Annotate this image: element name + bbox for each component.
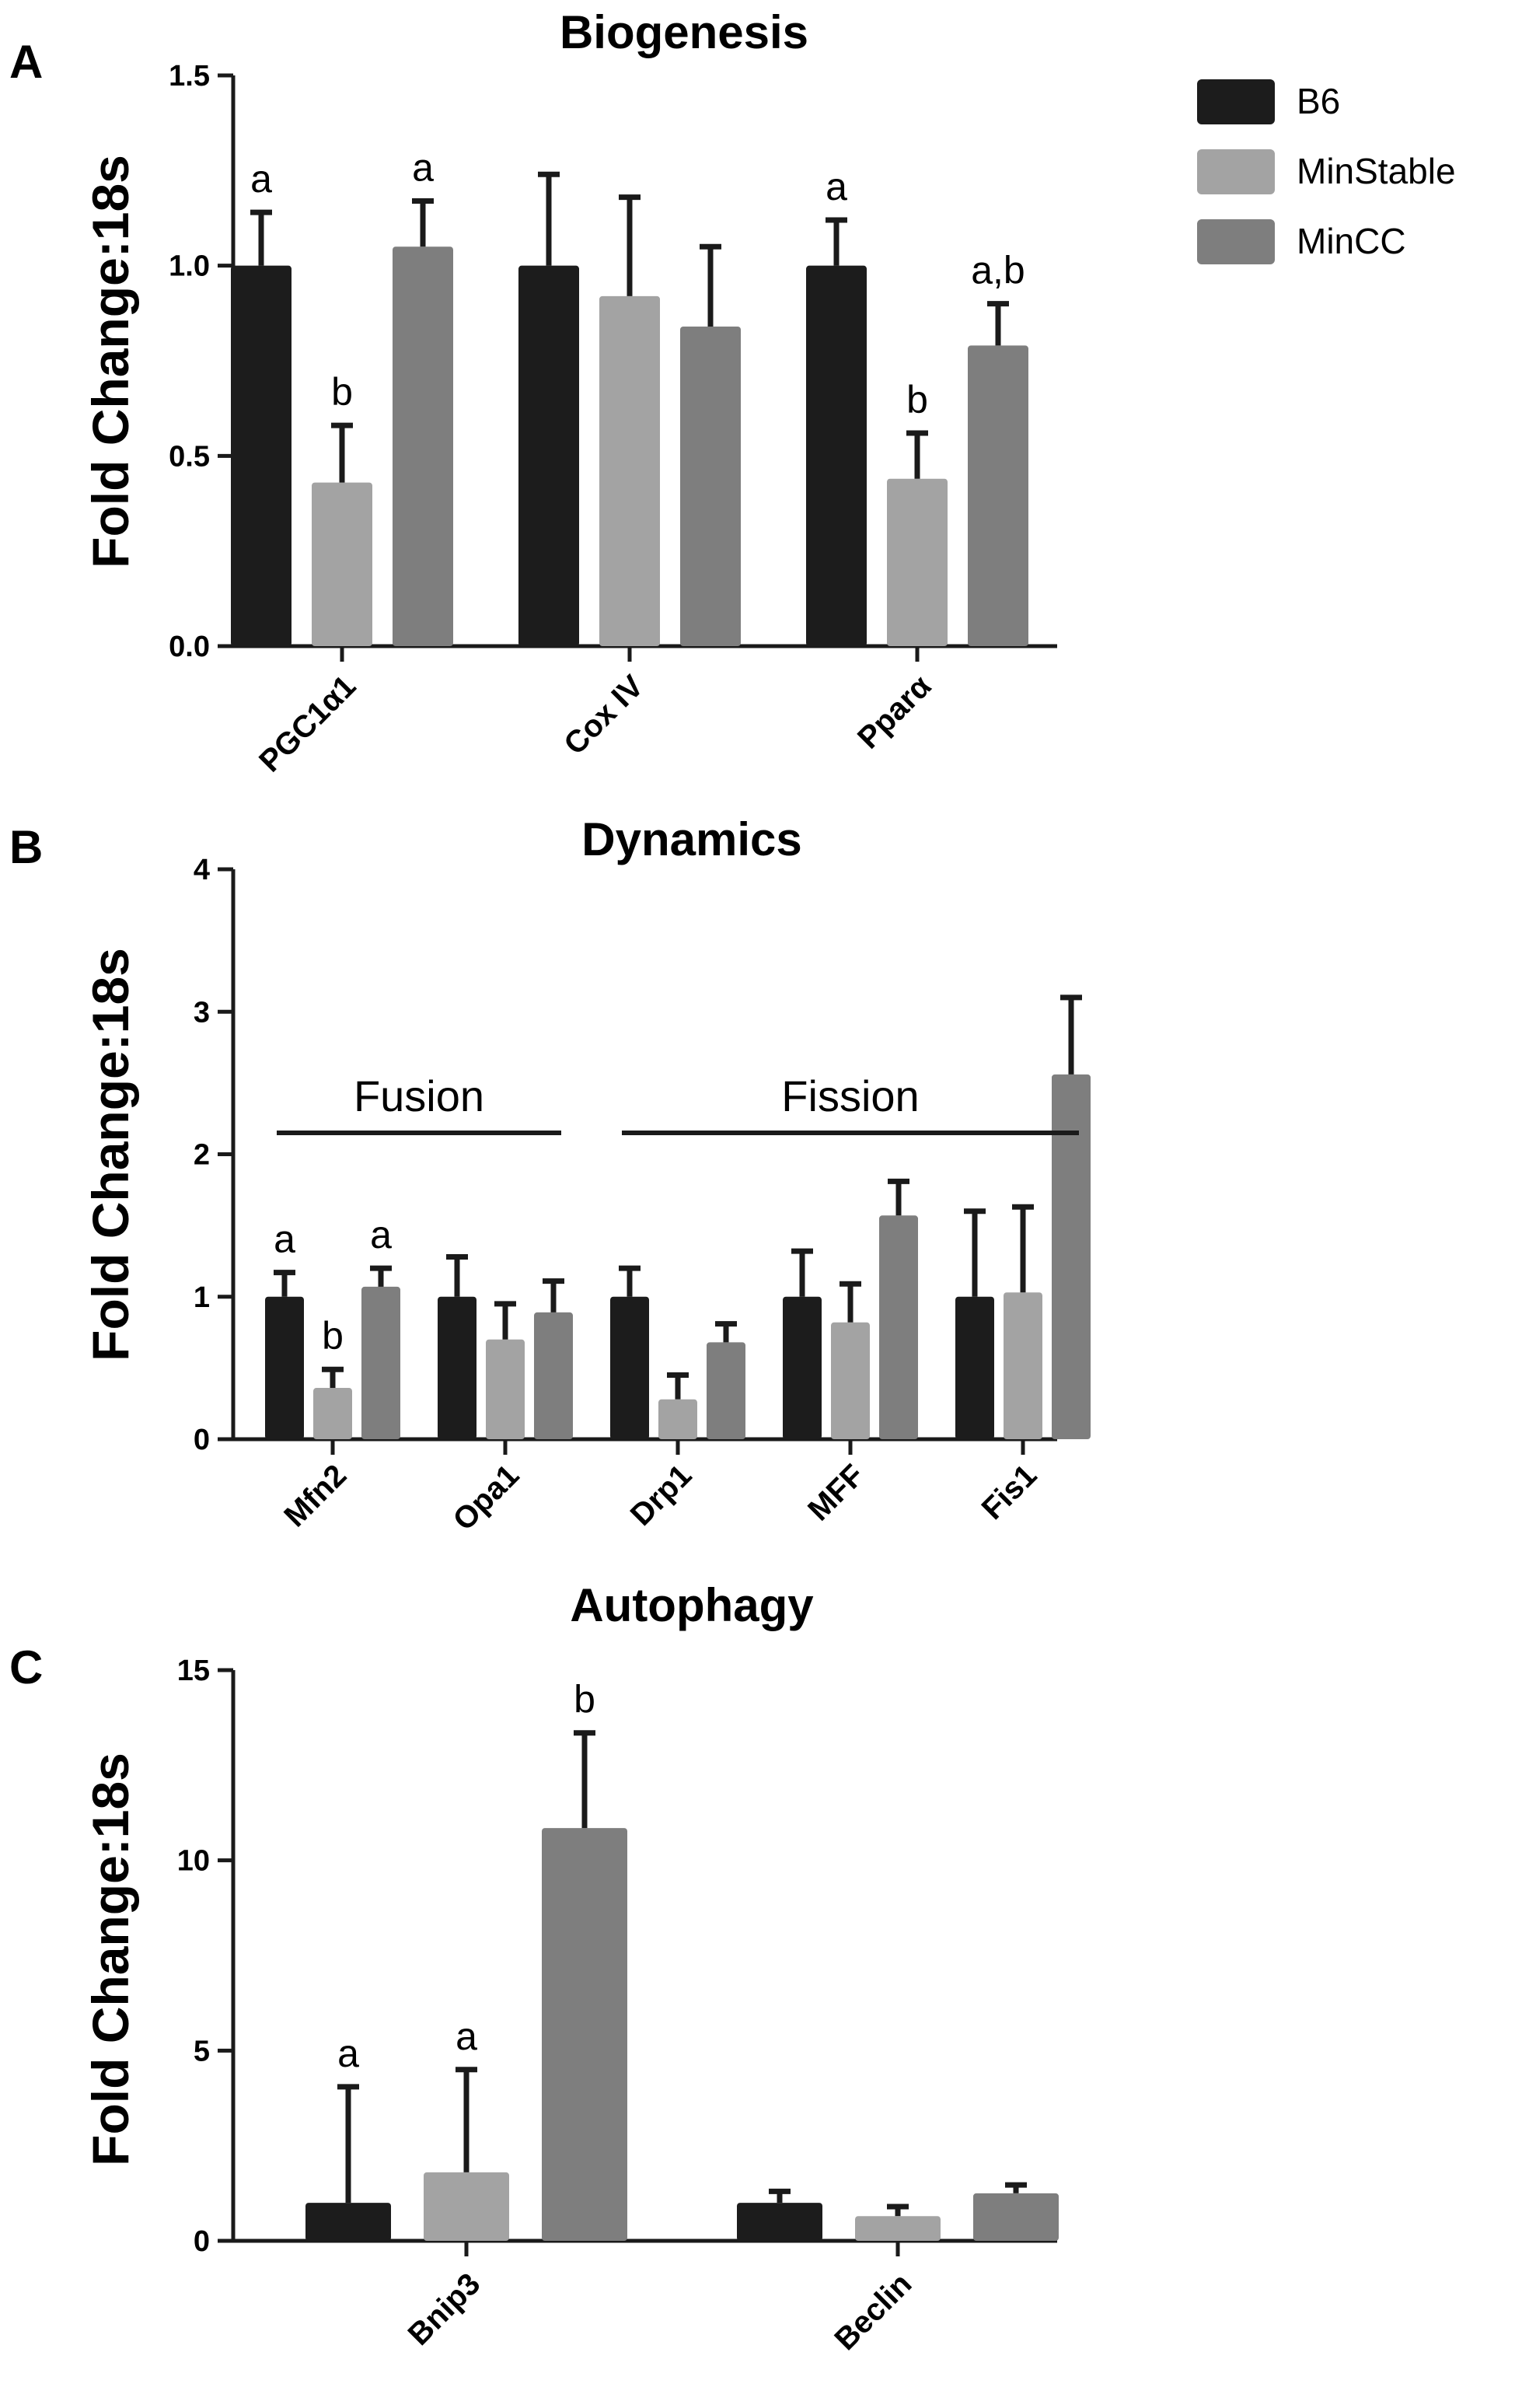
significance-label: b: [574, 1678, 595, 1721]
legend-label: MinStable: [1297, 151, 1456, 191]
panel-letter: B: [9, 821, 43, 873]
bar: [658, 1399, 697, 1439]
y-tick-label: 10: [177, 1845, 210, 1878]
y-tick-label: 4: [194, 854, 210, 886]
y-tick-label: 0: [194, 2225, 210, 2258]
significance-label: b: [322, 1314, 344, 1358]
x-tick-label: Beclin: [828, 2266, 918, 2357]
x-tick-label: PGC1α1: [253, 669, 362, 778]
x-tick-label: Fis1: [976, 1458, 1044, 1526]
bar: [312, 482, 372, 646]
bar: [855, 2216, 941, 2241]
bar: [610, 1296, 649, 1439]
y-axis-label: Fold Change:18s: [82, 155, 139, 568]
bar: [599, 295, 660, 646]
y-axis-label: Fold Change:18s: [82, 1753, 139, 2166]
chart-title: Dynamics: [581, 813, 801, 865]
y-tick-label: 5: [194, 2035, 210, 2067]
y-tick-label: 3: [194, 996, 210, 1029]
bar: [305, 2203, 391, 2241]
bar: [887, 478, 948, 646]
significance-label: a: [412, 145, 434, 189]
x-tick-label: Cox IV: [557, 669, 650, 761]
y-tick-label: 1.5: [169, 60, 210, 93]
significance-label: b: [331, 370, 353, 414]
legend: B6 MinStable MinCC: [1197, 79, 1456, 264]
y-tick-label: 2: [194, 1139, 210, 1172]
bar: [879, 1215, 918, 1439]
bar: [438, 1296, 476, 1439]
y-tick-label: 0.0: [169, 631, 210, 663]
x-tick-label: MFF: [801, 1458, 871, 1527]
significance-label: a: [274, 1218, 295, 1261]
x-tick-label: Bnip3: [402, 2266, 487, 2352]
bar: [968, 345, 1028, 646]
legend-label: B6: [1297, 81, 1340, 121]
legend-swatch: [1197, 219, 1275, 264]
bar: [737, 2203, 822, 2241]
bar: [783, 1296, 822, 1439]
panel-b-dynamics: B Dynamics Fold Change:18s 0 1 2 3 4 Mfn2 a b a Opa1…: [9, 813, 1091, 1537]
legend-swatch: [1197, 149, 1275, 194]
significance-label: a: [456, 2015, 477, 2058]
chart-title: Autophagy: [570, 1579, 814, 1631]
y-tick-label: 0: [194, 1424, 210, 1456]
bar: [831, 1322, 870, 1439]
significance-label: a: [370, 1213, 392, 1256]
annotation-label: Fusion: [354, 1071, 484, 1120]
chart-title: Biogenesis: [560, 6, 808, 58]
legend-label: MinCC: [1297, 221, 1406, 261]
panel-a-biogenesis: A Biogenesis Fold Change:18s 0.0 0.5 1.0 1.5 PG…: [9, 6, 1057, 779]
significance-label: a: [337, 2032, 359, 2075]
annotation-label: Fission: [781, 1071, 919, 1120]
panel-letter: C: [9, 1641, 43, 1693]
legend-swatch: [1197, 79, 1275, 124]
bar: [955, 1296, 994, 1439]
significance-label: a: [250, 157, 272, 201]
bar: [542, 1828, 627, 2241]
bar: [518, 265, 579, 646]
bar: [265, 1296, 304, 1439]
bar: [1052, 1074, 1091, 1439]
bar: [231, 265, 291, 646]
bar: [806, 265, 867, 646]
panel-letter: A: [9, 36, 43, 88]
bar: [361, 1286, 400, 1439]
bar: [680, 326, 741, 646]
y-tick-label: 1: [194, 1281, 210, 1314]
y-tick-label: 1.0: [169, 250, 210, 283]
x-tick-label: Mfn2: [278, 1458, 353, 1533]
bar: [707, 1342, 745, 1439]
y-axis-label: Fold Change:18s: [82, 948, 139, 1361]
panel-c-autophagy: C Autophagy Fold Change:18s 0 5 10 15 Bnip3 a a b B…: [9, 1579, 1059, 2357]
y-tick-label: 15: [177, 1655, 210, 1687]
significance-label: b: [906, 378, 928, 421]
x-tick-label: Pparα: [851, 669, 938, 756]
bar: [313, 1388, 352, 1439]
bar: [486, 1339, 525, 1439]
bar: [534, 1312, 573, 1439]
x-tick-label: Opa1: [447, 1458, 526, 1537]
significance-label: a,b: [971, 249, 1025, 292]
significance-label: a: [826, 165, 847, 208]
bar: [424, 2172, 509, 2241]
bar: [393, 246, 453, 646]
y-tick-label: 0.5: [169, 440, 210, 473]
bar: [973, 2193, 1059, 2241]
x-tick-label: Drp1: [624, 1458, 699, 1533]
bar: [1004, 1292, 1042, 1439]
